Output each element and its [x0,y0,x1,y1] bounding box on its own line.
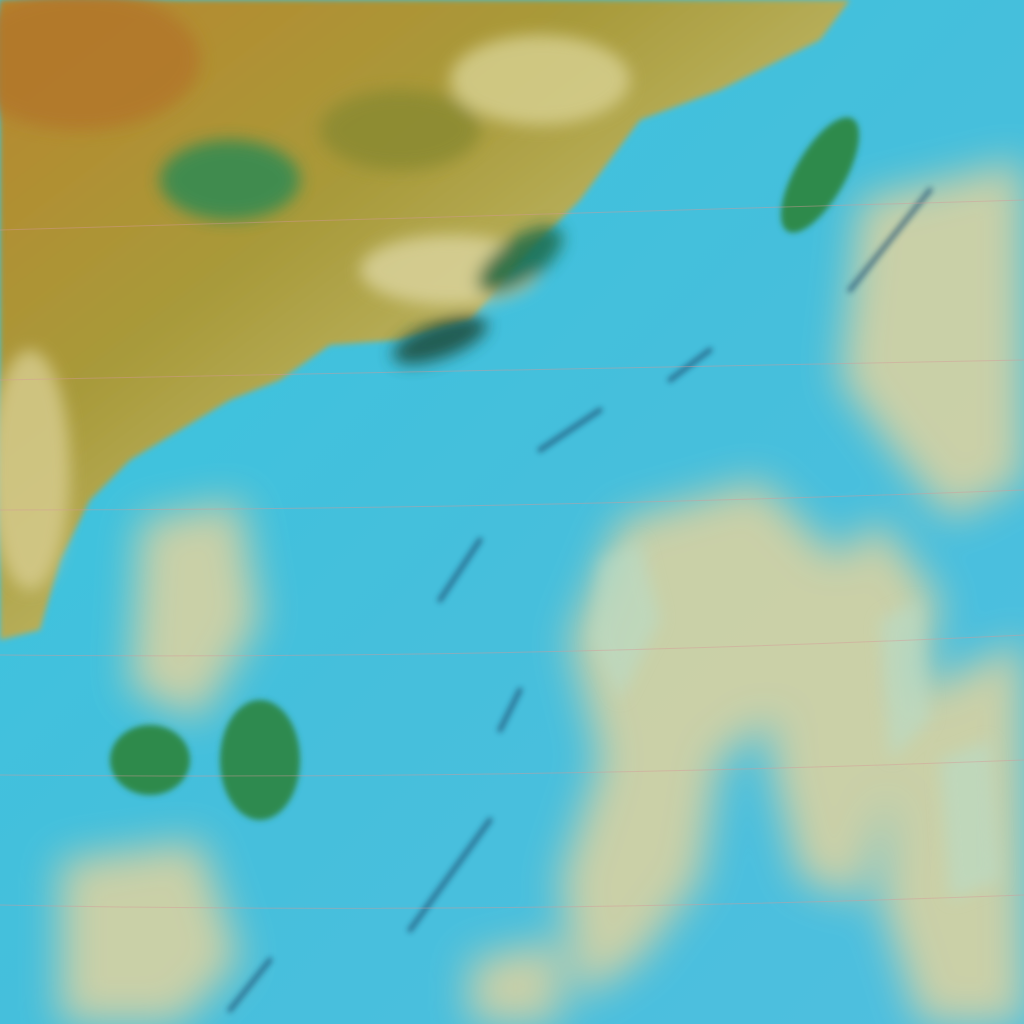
grid-lines [0,199,1024,909]
islands [110,117,860,820]
land-texture [0,0,630,590]
cloud-edges [590,540,1000,900]
streaks [227,187,933,1013]
